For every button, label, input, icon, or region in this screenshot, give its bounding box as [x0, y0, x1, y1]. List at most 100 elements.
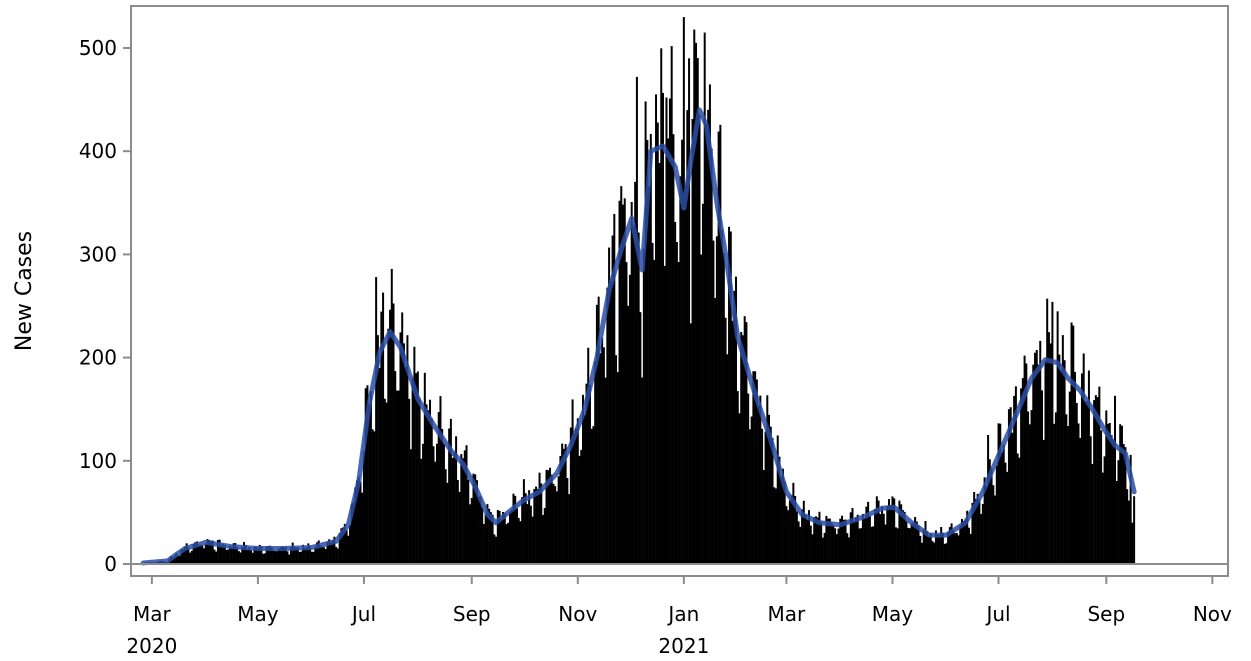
daily-cases-bar: [1112, 440, 1115, 564]
daily-cases-bar: [517, 517, 520, 564]
daily-cases-bar: [434, 461, 437, 564]
daily-cases-bar: [376, 335, 379, 564]
daily-cases-bar: [568, 494, 571, 564]
daily-cases-bar: [809, 525, 812, 564]
daily-cases-bar: [555, 491, 558, 564]
daily-cases-bar: [887, 499, 890, 564]
daily-cases-bar: [535, 486, 538, 564]
daily-cases-bar: [500, 519, 503, 564]
daily-cases-bar: [394, 371, 397, 564]
daily-cases-bar: [1042, 439, 1045, 564]
daily-cases-bar: [816, 517, 819, 564]
daily-cases-bar: [505, 524, 508, 564]
daily-cases-bar: [1006, 471, 1009, 564]
daily-cases-bar: [592, 426, 595, 564]
daily-cases-bar: [472, 473, 475, 564]
daily-cases-bar: [872, 526, 875, 564]
daily-cases-bar: [933, 542, 936, 564]
daily-cases-bar: [521, 497, 524, 564]
daily-cases-bar: [1034, 352, 1037, 564]
daily-cases-bar: [449, 418, 452, 564]
daily-cases-bar: [347, 535, 350, 564]
daily-cases-bar: [276, 551, 279, 564]
daily-cases-bar: [1070, 322, 1073, 564]
y-tick-label: 400: [79, 139, 117, 163]
daily-cases-bar: [787, 510, 790, 564]
daily-cases-bar: [225, 549, 228, 564]
daily-cases-bar: [863, 517, 866, 564]
daily-cases-bar: [696, 58, 699, 564]
daily-cases-bar: [613, 213, 616, 565]
daily-cases-bar: [601, 337, 604, 564]
daily-cases-bar: [387, 328, 390, 564]
daily-cases-bar: [785, 506, 788, 564]
daily-cases-bar: [342, 527, 345, 564]
daily-cases-bar: [823, 532, 826, 564]
daily-cases-bar: [1084, 401, 1087, 564]
daily-cases-bar: [265, 546, 268, 564]
daily-cases-bar: [564, 444, 567, 564]
daily-cases-bar: [559, 456, 562, 564]
daily-cases-bar: [929, 532, 932, 564]
daily-cases-bars: [142, 17, 1136, 565]
daily-cases-bar: [498, 510, 501, 564]
daily-cases-bar: [748, 429, 751, 564]
daily-cases-bar: [503, 513, 506, 564]
daily-cases-bar: [1009, 407, 1012, 564]
daily-cases-bar: [509, 511, 511, 564]
daily-cases-bar: [948, 527, 951, 564]
daily-cases-bar: [1093, 400, 1096, 564]
daily-cases-bar: [1061, 335, 1064, 564]
daily-cases-bar: [750, 416, 753, 564]
daily-cases-bar: [208, 540, 211, 564]
daily-cases-bar: [467, 479, 470, 564]
daily-cases-bar: [183, 546, 186, 564]
daily-cases-bar: [209, 540, 212, 564]
daily-cases-bar: [477, 496, 480, 564]
plot-frame: [130, 5, 1229, 577]
daily-cases-bar: [1000, 452, 1003, 564]
daily-cases-bar: [827, 518, 830, 564]
x-tick-label: May: [237, 602, 279, 626]
daily-cases-bar: [630, 201, 633, 565]
daily-cases-bar: [877, 500, 880, 564]
daily-cases-bar: [289, 546, 292, 564]
daily-cases-bar: [1126, 489, 1129, 564]
daily-cases-bar: [1075, 402, 1078, 564]
daily-cases-bar: [274, 551, 277, 564]
daily-cases-bar: [778, 456, 781, 564]
daily-cases-bar: [842, 519, 845, 564]
daily-cases-bar: [453, 452, 456, 564]
daily-cases-bar: [900, 504, 903, 564]
daily-cases-bar: [983, 477, 986, 564]
daily-cases-bar: [446, 482, 449, 564]
daily-cases-bar: [707, 109, 710, 564]
daily-cases-bar: [597, 296, 600, 564]
daily-cases-bar: [543, 507, 546, 564]
daily-cases-bar: [369, 391, 372, 564]
x-tick-label: Mar: [768, 602, 807, 626]
daily-cases-bar: [658, 162, 661, 565]
daily-cases-bar: [684, 185, 687, 564]
daily-cases-bar: [1044, 360, 1047, 564]
daily-cases-bar: [820, 522, 823, 564]
daily-cases-bar: [309, 546, 312, 564]
daily-cases-bar: [211, 540, 214, 564]
daily-cases-bar: [237, 550, 240, 564]
daily-cases-bar: [788, 500, 791, 564]
daily-cases-bar: [296, 547, 299, 564]
daily-cases-bar: [507, 522, 510, 564]
daily-cases-bar: [901, 510, 904, 564]
daily-cases-bar: [1016, 453, 1019, 564]
daily-cases-bar: [328, 539, 331, 564]
daily-cases-bar: [229, 545, 232, 564]
daily-cases-bar: [357, 476, 360, 564]
daily-cases-bar: [728, 226, 731, 564]
daily-cases-bar: [1040, 390, 1043, 564]
daily-cases-bar: [656, 122, 659, 564]
daily-cases-bar: [679, 176, 682, 564]
daily-cases-bar: [411, 378, 414, 564]
daily-cases-bar: [999, 423, 1002, 564]
daily-cases-bar: [861, 513, 864, 564]
daily-cases-bar: [371, 429, 374, 564]
